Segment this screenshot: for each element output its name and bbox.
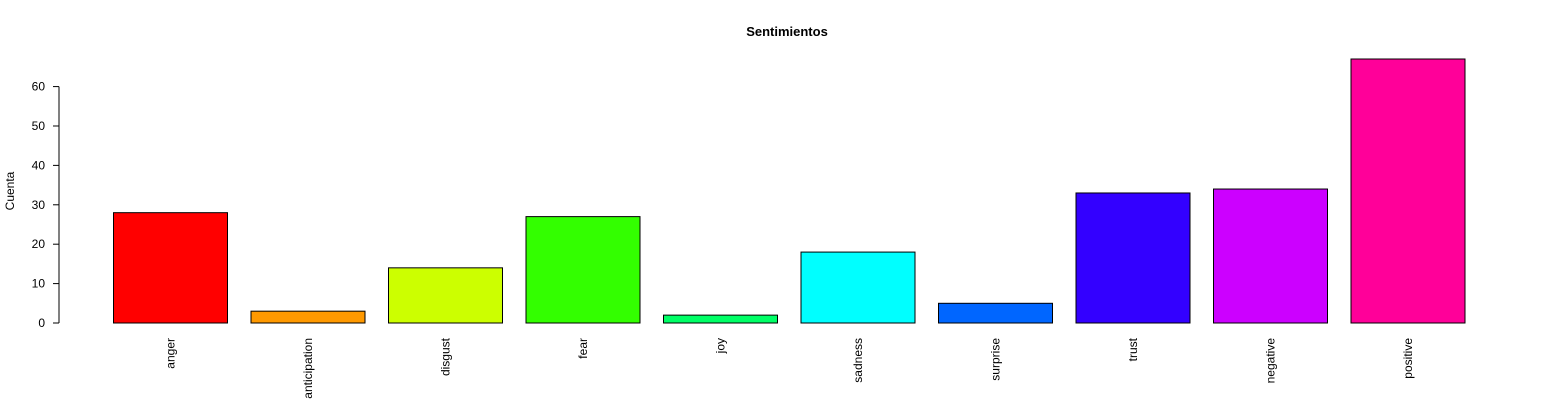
bar (1350, 58, 1466, 324)
bar (388, 267, 503, 324)
bar (113, 212, 228, 324)
y-tick-label: 10 (32, 277, 46, 291)
bar (1213, 188, 1328, 324)
x-tick-label: negative (1264, 338, 1278, 384)
y-tick-label: 0 (38, 316, 45, 330)
y-axis-label: Cuenta (3, 171, 17, 210)
bar (525, 216, 641, 324)
chart-title: Sentimientos (746, 24, 828, 39)
y-tick-label: 30 (32, 198, 46, 212)
x-tick-label: anger (164, 338, 178, 369)
bar (938, 302, 1053, 324)
y-tick-label: 40 (32, 158, 46, 172)
bar (1075, 192, 1191, 324)
x-tick-label: anticipation (301, 338, 315, 399)
x-tick-label: positive (1401, 338, 1415, 379)
x-tick-label: fear (576, 338, 590, 359)
y-tick-label: 20 (32, 237, 46, 251)
x-tick-label: trust (1126, 337, 1140, 361)
x-tick-label: sadness (851, 338, 865, 383)
bar (663, 314, 778, 324)
y-tick-label: 50 (32, 119, 46, 133)
x-tick-label: surprise (989, 338, 1003, 381)
x-tick-label: joy (714, 338, 728, 354)
y-tick-label: 60 (32, 80, 46, 94)
x-tick-label: disgust (439, 337, 453, 376)
bar (800, 251, 916, 324)
bar (250, 310, 366, 324)
